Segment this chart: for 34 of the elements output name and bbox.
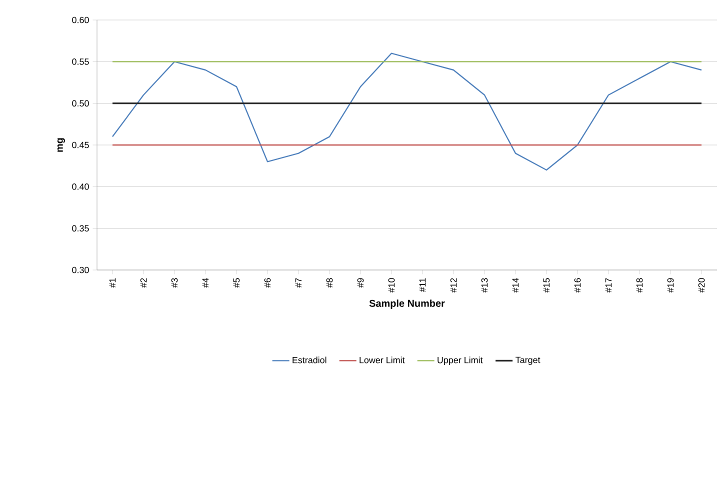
x-tick-label: #6 <box>264 278 271 288</box>
y-tick-label: 0.50 <box>72 100 89 107</box>
y-tick-label: 0.45 <box>72 142 89 148</box>
legend-label: Lower Limit <box>360 356 405 364</box>
x-tick-label: #13 <box>481 278 488 293</box>
x-tick-label: #15 <box>543 278 550 293</box>
x-tick-label: #17 <box>605 278 612 293</box>
x-tick-label: #18 <box>636 278 643 293</box>
x-tick-label: #11 <box>419 278 426 292</box>
x-tick-label: #3 <box>171 278 178 288</box>
x-tick-label: #12 <box>450 278 457 293</box>
x-tick-label: #16 <box>574 278 581 293</box>
x-tick-label: #1 <box>109 278 116 288</box>
line-series <box>112 52 702 171</box>
x-tick-label: #2 <box>140 278 147 288</box>
legend-label: Estradiol <box>292 356 326 364</box>
legend-label: Target <box>516 356 540 365</box>
x-tick-label: #19 <box>667 278 674 293</box>
legend-label: Upper Limit <box>438 356 483 366</box>
y-axis-title: mg <box>57 138 65 152</box>
x-tick-label: #20 <box>698 278 705 293</box>
x-axis-title: Sample Number <box>369 300 445 309</box>
x-tick-label: #7 <box>295 278 302 288</box>
x-tick-label: #8 <box>326 278 333 288</box>
x-tick-label: #14 <box>512 278 519 293</box>
x-tick-label: #10 <box>388 278 395 293</box>
y-tick-label: 0.30 <box>72 266 89 274</box>
y-tick-label: 0.55 <box>72 58 89 65</box>
y-tick-label: 0.40 <box>72 183 89 190</box>
x-tick-label: #9 <box>357 278 364 288</box>
y-tick-label: 0.35 <box>72 225 89 232</box>
x-tick-label: #5 <box>233 278 240 288</box>
x-tick-label: #4 <box>202 278 209 288</box>
y-tick-label: 0.60 <box>72 16 89 24</box>
